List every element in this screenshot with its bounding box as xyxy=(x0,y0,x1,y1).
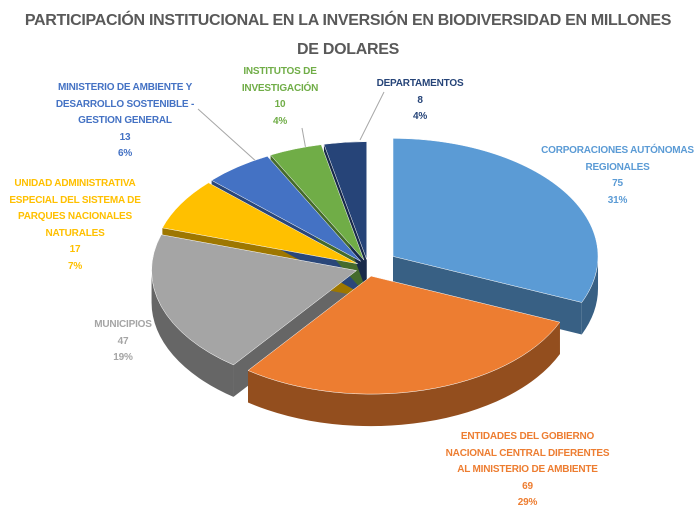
label-percent: 4% xyxy=(412,111,428,122)
slice xyxy=(161,182,358,264)
label-value: 13 xyxy=(119,131,131,143)
label-value: 47 xyxy=(117,335,129,347)
slice xyxy=(392,138,599,303)
label-percent: 7% xyxy=(67,260,83,272)
label-percent: 31% xyxy=(607,194,628,206)
label-name: INSTITUTOS DE INVESTIGACIÓN xyxy=(241,66,319,94)
slice-side xyxy=(248,322,560,427)
label-percent: 29% xyxy=(517,497,538,508)
slice xyxy=(247,275,561,395)
label-percent: 19% xyxy=(113,352,133,363)
data-label: ENTIDADES DEL GOBIERNO NACIONAL CENTRAL … xyxy=(440,429,615,508)
leader-line xyxy=(359,91,385,141)
slice xyxy=(323,141,367,260)
slice-wall xyxy=(393,256,582,335)
data-label: INSTITUTOS DE INVESTIGACIÓN 10 4% xyxy=(225,64,335,130)
label-value: 17 xyxy=(69,244,81,255)
data-label: UNIDAD ADMINISTRATIVA ESPECIAL DEL SISTE… xyxy=(5,176,145,275)
data-label: MUNICIPIOS 47 19% xyxy=(60,317,186,367)
slice xyxy=(151,234,358,366)
label-name: MUNICIPIOS xyxy=(94,319,152,330)
label-value: 69 xyxy=(522,480,533,492)
slice-side xyxy=(151,270,234,397)
data-label: MINISTERIO DE AMBIENTE Y DESARROLLO SOST… xyxy=(55,80,195,163)
label-percent: 4% xyxy=(272,115,288,127)
leader-line xyxy=(301,127,307,151)
slice-sides xyxy=(151,256,599,427)
label-name: CORPORACIONES AUTÓNOMAS REGIONALES xyxy=(541,145,694,173)
leader-line xyxy=(197,108,259,164)
label-name: UNIDAD ADMINISTRATIVA ESPECIAL DEL SISTE… xyxy=(9,178,141,239)
label-name: DEPARTAMENTOS xyxy=(376,78,464,89)
data-label: DEPARTAMENTOS 8 4% xyxy=(370,76,470,126)
label-name: ENTIDADES DEL GOBIERNO NACIONAL CENTRAL … xyxy=(445,431,610,475)
chart-title: PARTICIPACIÓN INSTITUCIONAL EN LA INVERS… xyxy=(24,12,672,58)
slice xyxy=(270,144,365,261)
slice-side xyxy=(581,256,599,335)
label-value: 8 xyxy=(417,94,423,106)
label-percent: 6% xyxy=(117,148,133,159)
label-value: 75 xyxy=(612,178,623,189)
label-name: MINISTERIO DE AMBIENTE Y DESARROLLO SOST… xyxy=(55,82,195,126)
label-value: 10 xyxy=(274,99,286,110)
slice-tops xyxy=(151,138,599,395)
slice xyxy=(211,155,361,262)
data-label: CORPORACIONES AUTÓNOMAS REGIONALES 75 31% xyxy=(535,143,696,209)
